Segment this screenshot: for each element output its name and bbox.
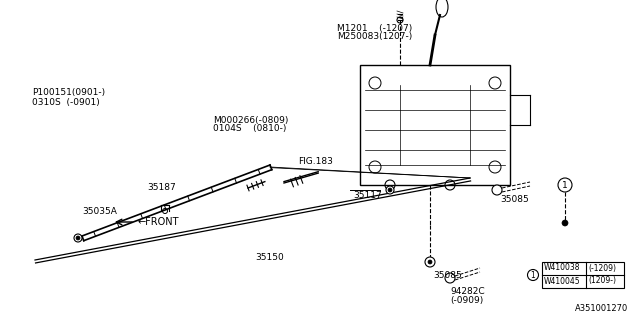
Text: 35085: 35085 [433, 270, 461, 279]
Text: ←FRONT: ←FRONT [138, 217, 179, 227]
Text: (-1209): (-1209) [588, 263, 616, 273]
Text: 0104S    (0810-): 0104S (0810-) [213, 124, 286, 133]
Text: W410045: W410045 [544, 276, 580, 285]
Text: (-0909): (-0909) [450, 297, 483, 306]
Text: 1: 1 [562, 180, 568, 189]
Text: FIG.183: FIG.183 [298, 157, 333, 166]
Text: M1201    (-1207): M1201 (-1207) [337, 23, 412, 33]
Text: 35085: 35085 [500, 196, 529, 204]
Circle shape [388, 188, 392, 192]
Text: 0310S  (-0901): 0310S (-0901) [32, 98, 100, 107]
Text: 35035A: 35035A [82, 207, 117, 217]
Circle shape [428, 260, 432, 264]
Bar [542, 262, 624, 288]
Text: 35187: 35187 [147, 183, 176, 193]
Circle shape [425, 257, 435, 267]
Text: 94282C: 94282C [450, 287, 484, 297]
Text: M250083(1207-): M250083(1207-) [337, 33, 412, 42]
Text: 1: 1 [531, 270, 536, 279]
Circle shape [492, 185, 502, 195]
Text: M000266(-0809): M000266(-0809) [213, 116, 289, 124]
Ellipse shape [436, 0, 448, 17]
Circle shape [76, 236, 80, 240]
Text: 35117: 35117 [353, 190, 381, 199]
Text: A351001270: A351001270 [575, 304, 628, 313]
Text: (1209-): (1209-) [588, 276, 616, 285]
Circle shape [74, 234, 82, 242]
Circle shape [445, 273, 455, 283]
Circle shape [386, 186, 394, 194]
Circle shape [562, 220, 568, 226]
Bar [360, 65, 510, 185]
Text: 35150: 35150 [255, 253, 284, 262]
Text: W410038: W410038 [544, 263, 580, 273]
Text: P100151(0901-): P100151(0901-) [32, 89, 105, 98]
